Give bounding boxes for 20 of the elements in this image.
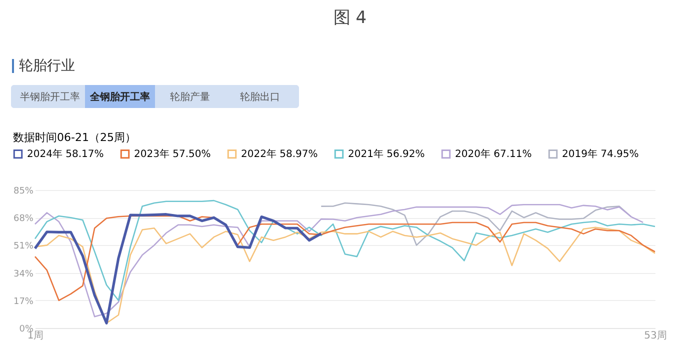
legend-label: 2019年 74.95% [562, 148, 639, 160]
text: 全钢胎开工率 [89, 91, 150, 103]
y-tick-label: 51% [13, 242, 34, 252]
legend-label: 2021年 56.92% [348, 148, 425, 160]
y-tick-label: 34% [13, 269, 34, 280]
x-tick-label: 53周 [644, 330, 667, 342]
text: 轮胎出口 [240, 91, 280, 103]
text: 半钢胎开工率 [20, 91, 80, 103]
y-tick-label: 85% [13, 186, 34, 196]
legend-title: 数据时间06-21（25周） [13, 131, 136, 144]
legend-label: 2020年 67.11% [455, 148, 532, 160]
y-tick-label: 68% [13, 214, 34, 224]
text: 轮胎产量 [170, 91, 210, 103]
chart-title: 图 4 [333, 8, 367, 28]
chart-subtitle: 轮胎行业 [19, 58, 75, 74]
y-tick-label: 17% [13, 296, 34, 307]
x-tick-label: 1周 [27, 330, 44, 342]
legend-label: 2024年 58.17% [27, 148, 104, 160]
legend-label: 2023年 57.50% [134, 148, 211, 160]
legend-label: 2022年 58.97% [241, 148, 318, 160]
